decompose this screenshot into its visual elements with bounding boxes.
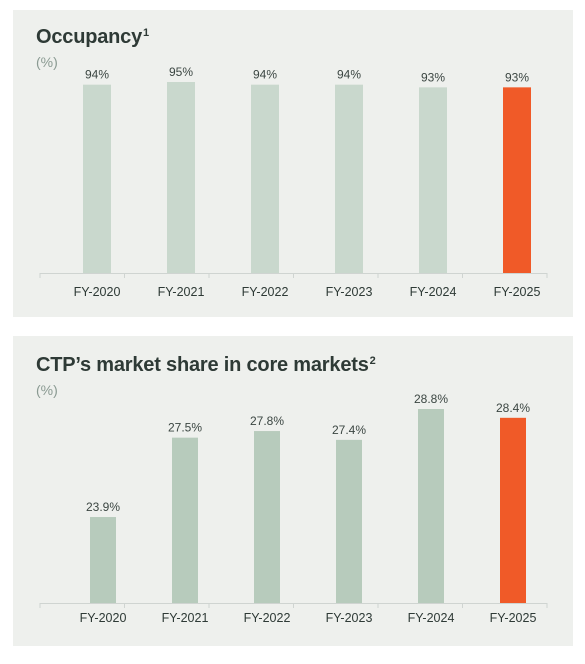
market-share-chart-panel: CTP’s market share in core markets2 (%) …	[13, 336, 573, 646]
market-share-bar-chart: 23.9% FY-2020 27.5% FY-2021 27.8% FY-2022 27.4…	[39, 392, 548, 625]
x-tick-label: FY-2021	[162, 611, 209, 625]
x-tick-label: FY-2025	[494, 285, 541, 299]
chart-unit: (%)	[36, 382, 58, 398]
value-label: 94%	[337, 68, 361, 82]
x-tick-label: FY-2024	[408, 611, 455, 625]
value-label: 94%	[253, 68, 277, 82]
footnote-marker: 2	[369, 355, 376, 367]
x-tick-label: FY-2025	[490, 611, 537, 625]
x-tick-label: FY-2024	[410, 285, 457, 299]
bar-fy-2024	[418, 409, 444, 603]
chart-title: Occupancy1	[36, 26, 149, 48]
bar-fy-2022	[251, 84, 279, 273]
chart-unit: (%)	[36, 54, 58, 70]
footnote-marker: 1	[143, 27, 149, 39]
occupancy-chart-panel: Occupancy1 (%) 94% FY-2020 95% FY-2021 94% FY…	[13, 10, 573, 317]
bar-fy-2023	[336, 439, 362, 603]
bar-fy-2020	[83, 84, 111, 273]
bar-fy-2025	[500, 417, 526, 603]
x-tick-label: FY-2020	[74, 285, 121, 299]
x-tick-label: FY-2022	[242, 285, 289, 299]
value-label: 93%	[421, 70, 445, 84]
bar-fy-2020	[90, 517, 116, 603]
value-label: 93%	[505, 70, 529, 84]
x-tick-label: FY-2023	[326, 285, 373, 299]
occupancy-bar-chart: 94% FY-2020 95% FY-2021 94% FY-2022 94% FY-2023…	[39, 65, 548, 299]
bar-fy-2021	[167, 82, 195, 273]
value-label: 27.4%	[332, 423, 366, 437]
value-label: 28.8%	[414, 392, 448, 406]
x-tick-label: FY-2020	[80, 611, 127, 625]
x-tick-label: FY-2023	[326, 611, 373, 625]
value-label: 95%	[169, 65, 193, 79]
x-tick-label: FY-2022	[244, 611, 291, 625]
value-label: 23.9%	[86, 500, 120, 514]
bar-fy-2022	[254, 431, 280, 603]
bar-fy-2021	[172, 437, 198, 603]
chart-title: CTP’s market share in core markets2	[36, 354, 376, 376]
value-label: 27.5%	[168, 421, 202, 435]
bar-fy-2024	[419, 87, 447, 274]
value-label: 94%	[85, 68, 109, 82]
bar-fy-2025	[503, 87, 531, 274]
value-label: 28.4%	[496, 401, 530, 415]
x-tick-label: FY-2021	[158, 285, 205, 299]
value-label: 27.8%	[250, 414, 284, 428]
bar-fy-2023	[335, 84, 363, 273]
